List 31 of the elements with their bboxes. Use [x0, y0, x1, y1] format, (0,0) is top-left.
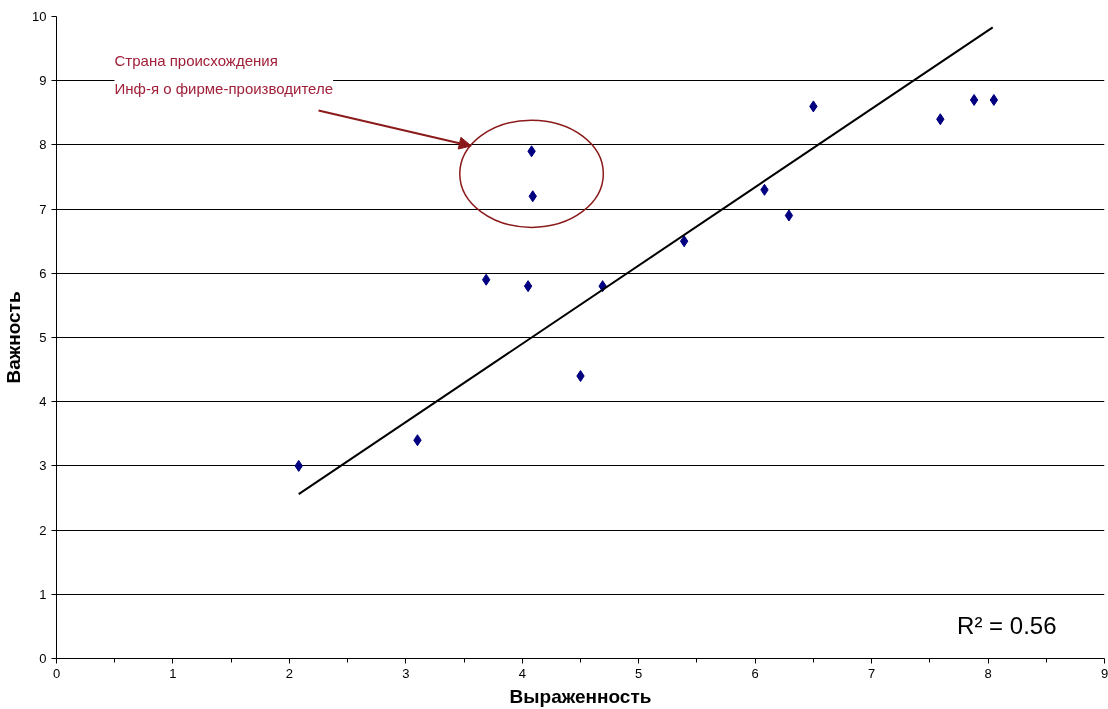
- annotation: Инф-я о фирме-производителе: [114, 80, 334, 97]
- y-tick-label: 9: [39, 73, 47, 89]
- y-tick-label: 10: [32, 9, 47, 24]
- annotation: Страна происхождения: [114, 52, 278, 69]
- x-tick-label: 7: [868, 665, 876, 681]
- point: [523, 280, 533, 293]
- x-tick-label: 3: [402, 665, 410, 681]
- y-tick-label: 8: [39, 137, 47, 153]
- x-tick-label: 1: [169, 665, 177, 681]
- y-tick-label: 2: [39, 522, 47, 538]
- y-axis-title: Важность: [3, 291, 25, 384]
- x-tick-label: 5: [635, 665, 643, 681]
- y-tick-label: 0: [39, 651, 47, 666]
- point: [969, 93, 979, 106]
- y-tick-label: 4: [39, 394, 47, 410]
- y-tick-label: 5: [39, 330, 47, 345]
- point: [679, 235, 689, 248]
- point: [989, 93, 999, 106]
- y-tick-label: 7: [39, 201, 47, 217]
- y-tick-label: 3: [39, 458, 47, 474]
- x-tick-label: 9: [1100, 665, 1108, 681]
- x-tick-label: 0: [52, 665, 61, 681]
- x-axis-title: Выраженность: [509, 685, 652, 707]
- x-tick-label: 6: [751, 665, 759, 681]
- y-tick-label: 1: [39, 586, 47, 602]
- annotation: R² = 0.56: [957, 611, 1057, 639]
- x-tick-label: 4: [518, 665, 526, 681]
- point: [784, 209, 794, 222]
- y-tick-label: 6: [39, 265, 47, 281]
- x-tick-label: 2: [285, 665, 294, 681]
- x-tick-label: 8: [984, 665, 992, 681]
